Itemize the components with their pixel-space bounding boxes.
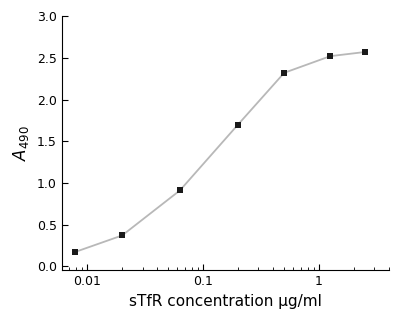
Point (177, 188, 183, 193)
Point (72, 250, 78, 255)
Point (281, 70, 287, 76)
Y-axis label: $A_{490}$: $A_{490}$ (11, 125, 31, 161)
X-axis label: sTfR concentration μg/ml: sTfR concentration μg/ml (129, 294, 322, 309)
Point (235, 122, 241, 127)
Point (362, 49, 368, 54)
Point (119, 233, 125, 238)
Point (327, 53, 334, 59)
